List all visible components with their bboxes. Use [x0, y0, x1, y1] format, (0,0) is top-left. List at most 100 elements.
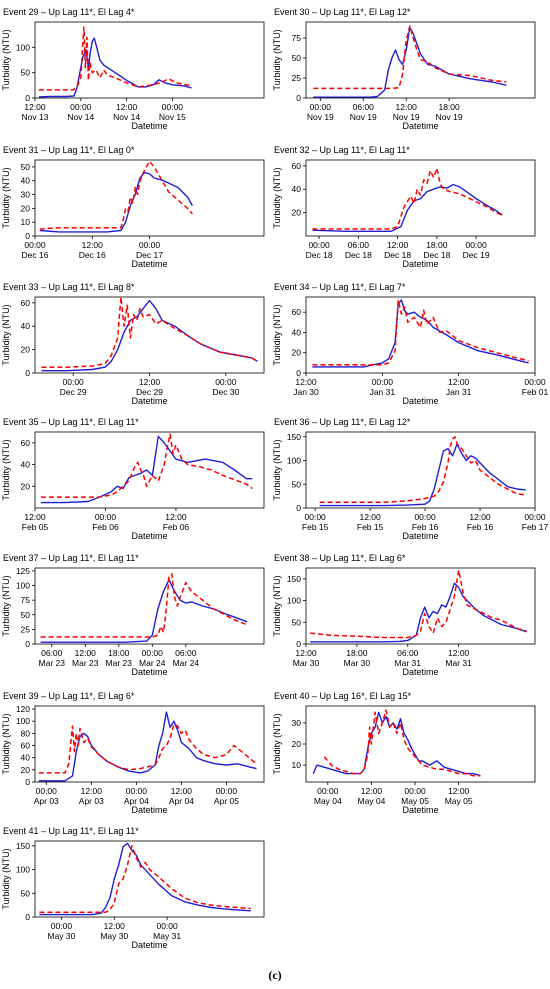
upstream-series-line [319, 443, 526, 507]
x-tick-label-time: 12:00 [171, 786, 193, 796]
y-tick-label: 20 [292, 739, 302, 749]
y-axis-label: Turbidity (NTU) [1, 848, 11, 909]
x-tick-label-time: 12:00 [469, 512, 491, 522]
x-tick-label-time: 00:00 [465, 240, 487, 250]
y-axis-label: Turbidity (NTU) [1, 439, 11, 500]
y-tick-label: 40 [21, 753, 31, 763]
upstream-series-line [41, 299, 258, 372]
chart-title: Event 37 – Up Lag 11*, El Lag 11* [3, 553, 139, 563]
el-series-line [38, 723, 257, 774]
x-tick-label-date: Nov 19 [350, 112, 377, 122]
upstream-series-line [38, 37, 192, 98]
y-axis-label: Turbidity (NTU) [272, 29, 282, 90]
chart-title: Event 38 – Up Lag 11*, El Lag 6* [274, 553, 406, 563]
chart-title: Event 39 – Up Lag 11*, El Lag 6* [3, 691, 135, 701]
y-tick-label: 30 [21, 190, 31, 200]
y-axis-label: Turbidity (NTU) [1, 29, 11, 90]
x-tick-label-date: Jan 30 [293, 387, 319, 397]
x-tick-label-time: 00:00 [305, 512, 327, 522]
y-tick-label: 40 [292, 327, 302, 337]
x-tick-label-date: Dec 30 [212, 387, 239, 397]
y-tick-label: 0 [296, 639, 301, 649]
plot-frame [34, 840, 265, 918]
x-tick-label-date: Feb 06 [163, 522, 190, 532]
x-tick-label-date: Nov 19 [393, 112, 420, 122]
x-tick-label-date: Dec 19 [463, 250, 490, 260]
x-tick-label-time: 12:00 [139, 377, 161, 387]
y-tick-label: 50 [21, 162, 31, 172]
x-tick-label-time: 18:00 [108, 648, 130, 658]
y-tick-label: 0 [296, 93, 301, 103]
chart-panel: Event 33 – Up Lag 11*, El Lag 8* 0 20 40 60 T… [1, 282, 265, 406]
chart-title: Event 36 – Up Lag 11*, El Lag 12* [274, 417, 411, 427]
x-tick-label-date: May 05 [445, 796, 473, 806]
x-tick-label-date: May 04 [357, 796, 385, 806]
x-tick-label-date: Mar 31 [445, 658, 472, 668]
x-tick-label-date: Feb 15 [357, 522, 384, 532]
y-tick-label: 60 [21, 438, 31, 448]
y-tick-label: 0 [25, 639, 30, 649]
x-tick-label-date: Jan 31 [370, 387, 396, 397]
y-tick-label: 10 [292, 760, 302, 770]
x-tick-label-time: 00:00 [63, 377, 85, 387]
x-axis-label: Datetime [131, 396, 167, 406]
x-tick-label-time: 00:00 [70, 102, 92, 112]
x-tick-label-date: Apr 03 [34, 796, 59, 806]
y-tick-label: 20 [292, 348, 302, 358]
x-tick-label-date: Mar 24 [139, 658, 166, 668]
y-axis-label: Turbidity (NTU) [272, 304, 282, 365]
x-axis-label: Datetime [131, 805, 167, 815]
x-tick-label-time: 00:00 [51, 921, 73, 931]
chart-panel: Event 29 – Up Lag 11*, El Lag 4* 0 50 100 Tu… [1, 7, 265, 131]
x-tick-label-time: 00:00 [24, 240, 46, 250]
y-tick-label: 0 [25, 93, 30, 103]
x-axis-label: Datetime [131, 121, 167, 131]
x-tick-label-date: Feb 01 [522, 387, 549, 397]
x-tick-label-time: 06:00 [353, 102, 375, 112]
chart-panel: Event 38 – Up Lag 11*, El Lag 6* 0 50 100 15… [272, 553, 536, 677]
plot-frame [305, 705, 536, 783]
y-tick-label: 50 [21, 888, 31, 898]
y-axis-label: Turbidity (NTU) [272, 439, 282, 500]
y-tick-label: 40 [21, 176, 31, 186]
el-series-line [313, 25, 507, 90]
x-tick-label-time: 12:00 [116, 102, 138, 112]
x-tick-label-time: 12:00 [75, 648, 97, 658]
y-tick-label: 100 [16, 865, 30, 875]
x-tick-label-time: 00:00 [95, 512, 117, 522]
x-axis-label: Datetime [402, 259, 438, 269]
y-tick-label: 40 [21, 321, 31, 331]
chart-title: Event 30 – Up Lag 11*, El Lag 12* [274, 7, 411, 17]
plot-frame [34, 21, 265, 99]
x-tick-label-time: 12:00 [295, 377, 317, 387]
upstream-series-line [39, 171, 194, 233]
x-tick-label-time: 12:00 [448, 648, 470, 658]
x-tick-label-time: 00:00 [162, 102, 184, 112]
el-series-line [40, 573, 248, 638]
x-tick-label-date: Feb 05 [22, 522, 49, 532]
el-series-line [39, 845, 251, 914]
x-tick-label-time: 00:00 [126, 786, 148, 796]
upstream-series-line [312, 711, 481, 777]
x-tick-label-time: 12:00 [81, 786, 103, 796]
x-tick-label-time: 00:00 [139, 240, 161, 250]
x-tick-label-date: Nov 19 [436, 112, 463, 122]
chart-title: Event 35 – Up Lag 11*, El Lag 11* [3, 417, 139, 427]
el-series-line [323, 709, 481, 777]
chart-panel: Event 34 – Up Lag 11*, El Lag 7* 0 20 40 60 T… [272, 282, 549, 406]
y-tick-label: 20 [21, 765, 31, 775]
x-tick-label-date: May 04 [314, 796, 342, 806]
y-tick-label: 150 [16, 841, 30, 851]
x-tick-label-date: Feb 16 [467, 522, 494, 532]
y-tick-label: 80 [21, 728, 31, 738]
x-tick-label-time: 00:00 [414, 512, 436, 522]
x-tick-label-time: 06:00 [348, 240, 370, 250]
y-tick-label: 40 [292, 184, 302, 194]
plot-frame [305, 296, 536, 374]
x-tick-label-date: Mar 24 [173, 658, 200, 668]
y-axis-label: Turbidity (NTU) [1, 713, 11, 774]
x-tick-label-time: 00:00 [142, 648, 164, 658]
plot-frame [34, 567, 265, 645]
el-series-line [319, 436, 526, 504]
chart-title: Event 33 – Up Lag 11*, El Lag 8* [3, 282, 135, 292]
